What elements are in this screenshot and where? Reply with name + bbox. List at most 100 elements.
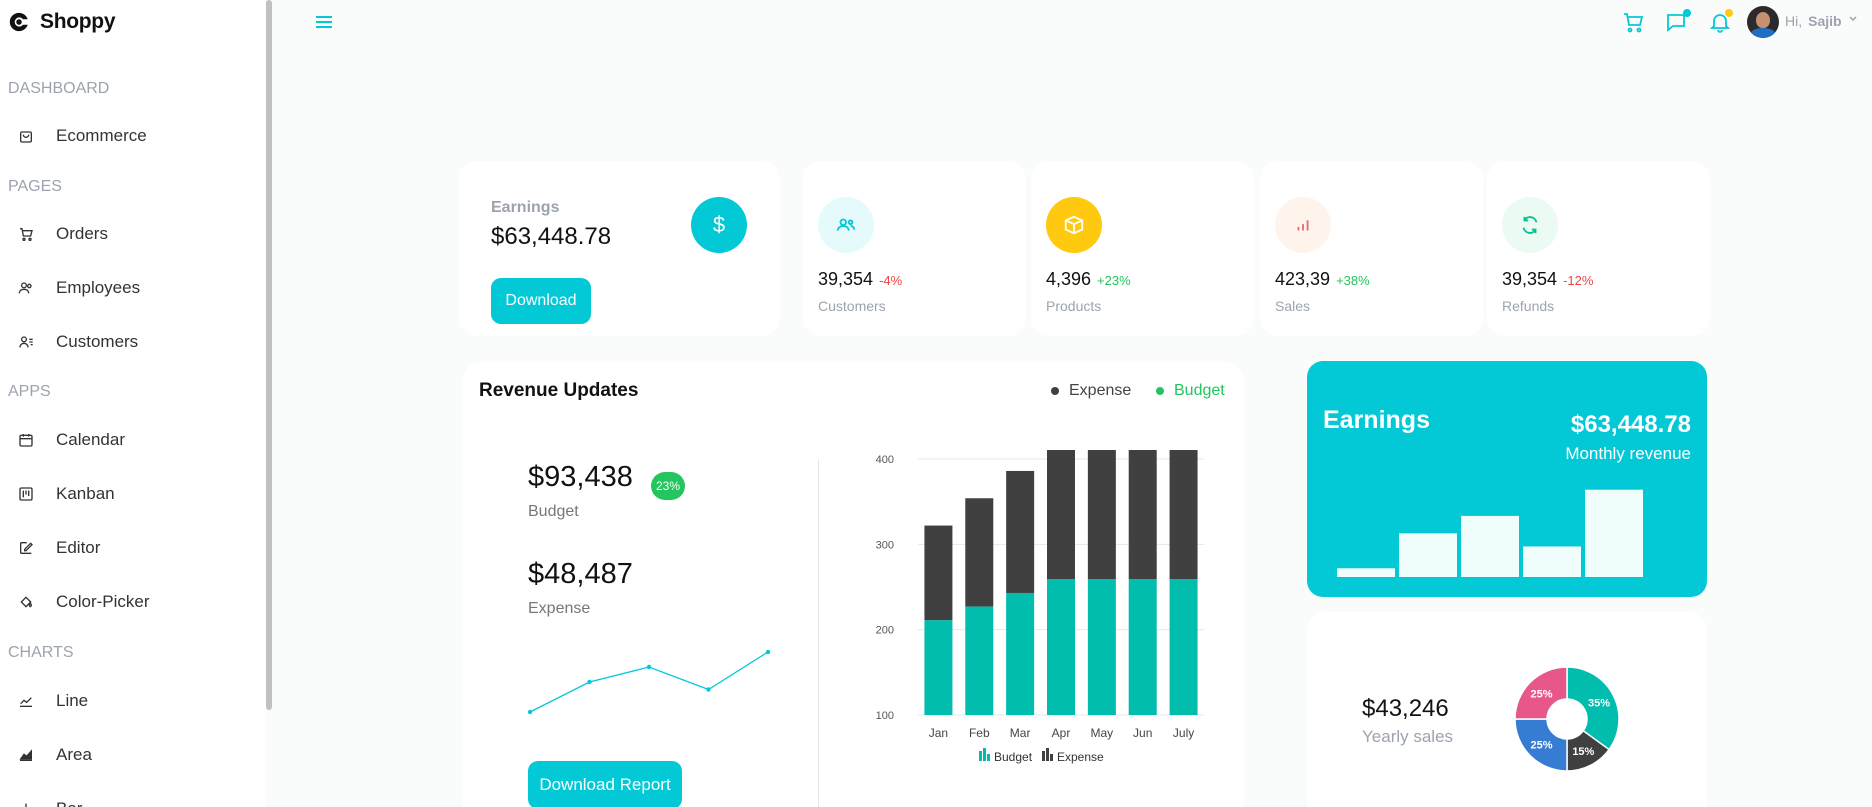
x-tick-label: Jun bbox=[1133, 726, 1152, 740]
sidebar-item-kanban[interactable]: Kanban bbox=[18, 476, 115, 512]
sidebar-item-label: Orders bbox=[56, 224, 108, 243]
earnings-panel-subtitle: Monthly revenue bbox=[1565, 444, 1691, 463]
budget-badge: 23% bbox=[651, 472, 685, 500]
refunds-icon-circle bbox=[1502, 197, 1558, 253]
stat-card-sales: 423,39 +38% Sales bbox=[1260, 161, 1483, 336]
avatar[interactable] bbox=[1747, 6, 1779, 38]
stat-value: 39,354 -12% bbox=[1502, 269, 1594, 289]
sparkline-chart bbox=[527, 649, 771, 715]
x-tick-label: July bbox=[1173, 726, 1194, 740]
budget-bar bbox=[924, 620, 953, 715]
chat-icon bbox=[1667, 14, 1685, 32]
revenue-title: Revenue Updates bbox=[479, 380, 639, 401]
earnings-card: Earnings $63,448.78 $ Download bbox=[459, 161, 780, 336]
legend-swatch bbox=[1046, 748, 1049, 761]
sidebar-item-line[interactable]: Line bbox=[18, 683, 88, 719]
legend-expense[interactable]: Expense bbox=[1051, 382, 1131, 400]
earnings-label: Earnings bbox=[491, 199, 560, 216]
stat-change: -4% bbox=[879, 273, 903, 288]
line-chart-icon bbox=[20, 697, 32, 707]
y-tick-label: 100 bbox=[876, 710, 894, 722]
section-charts: CHARTS bbox=[8, 644, 74, 661]
menu-toggle-button[interactable] bbox=[316, 13, 336, 33]
bar-chart-icon bbox=[1297, 220, 1309, 231]
y-tick-label: 200 bbox=[876, 625, 894, 637]
chat-button[interactable] bbox=[1664, 9, 1691, 34]
yearly-sales-donut-chart: 35% 15% 25% 25% bbox=[1514, 666, 1620, 772]
sidebar: Shoppy DASHBOARD Ecommerce PAGES Orders … bbox=[0, 0, 266, 807]
refresh-icon bbox=[1522, 216, 1538, 234]
hamburger-line bbox=[316, 16, 332, 18]
expense-bar bbox=[924, 525, 953, 621]
area-chart-icon bbox=[19, 749, 32, 761]
stat-card-products: 4,396 +23% Products bbox=[1031, 161, 1254, 336]
calendar-icon bbox=[19, 434, 33, 447]
sidebar-item-label: Kanban bbox=[56, 484, 115, 503]
sidebar-item-label: Bar bbox=[56, 799, 82, 807]
sidebar-item-editor[interactable]: Editor bbox=[18, 530, 100, 566]
expense-bar bbox=[1087, 450, 1116, 580]
legend-swatch bbox=[1050, 754, 1053, 761]
legend-budget[interactable]: Budget bbox=[1156, 382, 1225, 400]
expense-bar bbox=[1006, 470, 1035, 593]
cart-button[interactable] bbox=[1621, 10, 1645, 34]
monthly-bar bbox=[1523, 546, 1581, 577]
stat-change: +38% bbox=[1336, 273, 1370, 288]
legend-swatch bbox=[983, 748, 986, 761]
earnings-panel: Earnings $63,448.78 Monthly revenue bbox=[1307, 361, 1707, 597]
user-name: Sajib bbox=[1808, 13, 1842, 29]
legend-swatch bbox=[979, 751, 982, 761]
stat-label: Refunds bbox=[1502, 298, 1555, 314]
notification-button[interactable] bbox=[1708, 9, 1733, 34]
monthly-bar bbox=[1399, 533, 1457, 577]
earnings-value: $63,448.78 bbox=[491, 223, 612, 250]
sidebar-item-employees[interactable]: Employees bbox=[18, 270, 140, 306]
sidebar-scrollbar[interactable] bbox=[266, 0, 272, 710]
legend-swatch bbox=[987, 754, 990, 761]
divider bbox=[818, 459, 819, 807]
sidebar-item-area[interactable]: Area bbox=[18, 737, 92, 773]
chat-notification-dot bbox=[1683, 9, 1691, 17]
bag-icon bbox=[20, 131, 32, 143]
customers-icon-circle bbox=[818, 197, 874, 253]
shoppy-logo-icon bbox=[9, 12, 28, 32]
donut-label: 35% bbox=[1588, 698, 1610, 710]
sparkline-point bbox=[646, 664, 652, 670]
people-icon bbox=[18, 282, 32, 294]
x-tick-label: May bbox=[1091, 726, 1114, 740]
paint-bucket-icon bbox=[20, 596, 33, 608]
sidebar-item-customers[interactable]: Customers bbox=[18, 324, 138, 360]
chevron-down-icon[interactable] bbox=[1848, 14, 1858, 24]
bell-icon bbox=[1709, 14, 1731, 33]
download-button[interactable]: Download bbox=[491, 278, 591, 324]
sidebar-item-color-picker[interactable]: Color-Picker bbox=[18, 584, 150, 620]
dollar-icon: $ bbox=[691, 197, 747, 253]
expense-bar bbox=[1047, 450, 1075, 580]
yearly-sales-value: $43,246 bbox=[1362, 695, 1449, 722]
budget-bar bbox=[1087, 579, 1116, 715]
sparkline-point bbox=[527, 709, 533, 715]
download-report-button[interactable]: Download Report bbox=[528, 761, 682, 807]
sidebar-item-ecommerce[interactable]: Ecommerce bbox=[18, 118, 147, 154]
products-icon-circle bbox=[1046, 197, 1102, 253]
sidebar-item-orders[interactable]: Orders bbox=[18, 216, 108, 252]
brand-logo[interactable]: Shoppy bbox=[8, 10, 116, 34]
legend-swatch bbox=[1042, 751, 1045, 761]
expense-value: $48,487 bbox=[528, 558, 633, 590]
edit-icon bbox=[20, 542, 33, 554]
stat-label: Products bbox=[1046, 298, 1102, 314]
monthly-revenue-bar-chart bbox=[1337, 489, 1643, 577]
greeting-text: Hi, bbox=[1785, 13, 1803, 29]
sales-icon-circle bbox=[1275, 197, 1331, 253]
sidebar-item-calendar[interactable]: Calendar bbox=[18, 422, 125, 458]
x-tick-label: Feb bbox=[969, 726, 990, 740]
sidebar-item-bar[interactable]: Bar bbox=[18, 791, 82, 807]
donut-label: 25% bbox=[1531, 689, 1553, 701]
sparkline-point bbox=[587, 679, 592, 685]
expense-bar bbox=[965, 498, 994, 607]
user-greeting[interactable]: Hi, Sajib bbox=[1785, 13, 1842, 29]
sidebar-item-label: Line bbox=[56, 691, 89, 710]
section-apps: APPS bbox=[8, 383, 51, 400]
x-tick-label: Apr bbox=[1052, 726, 1071, 740]
avatar-shirt bbox=[1750, 28, 1776, 38]
